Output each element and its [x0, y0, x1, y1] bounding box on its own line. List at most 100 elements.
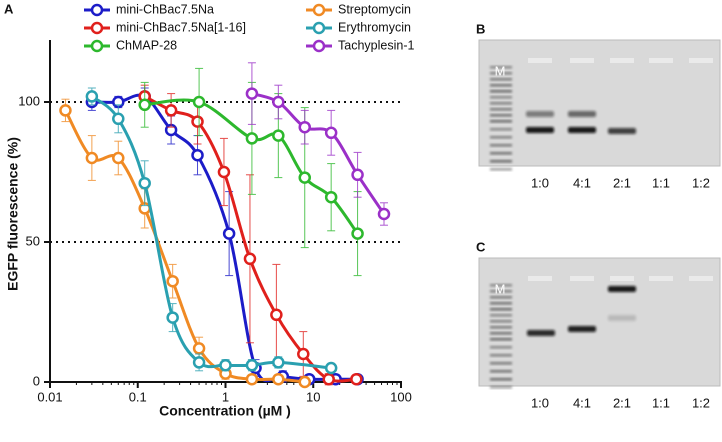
- ladder-band: [490, 370, 512, 373]
- gel-band: [568, 111, 596, 117]
- data-point: [164, 104, 178, 117]
- ladder-band: [490, 128, 512, 131]
- data-point: [112, 151, 125, 165]
- data-point: [243, 252, 257, 266]
- gel-image: [478, 257, 721, 387]
- legend-label: Streptomycin: [338, 2, 411, 16]
- gel-panels: B M 1:0 4:1 2:1 1:1 1:2 C M 1:0 4:1 2:1 1:1 1:2: [476, 21, 721, 410]
- ladder-band: [490, 332, 512, 335]
- ladder-band: [490, 362, 512, 365]
- lane-label: 1:1: [652, 395, 670, 410]
- data-point: [322, 372, 335, 386]
- lane-label: 1:2: [692, 175, 710, 190]
- gel-well: [528, 276, 552, 281]
- data-point: [166, 311, 179, 324]
- ladder-band: [490, 168, 512, 171]
- ladder-band: [490, 84, 512, 87]
- plot-area: 0 50 100 0.01 0.1 1 10 100 mini-ChBac7.5Na mini-C…: [18, 2, 414, 404]
- data-point: [192, 356, 206, 369]
- data-point: [351, 168, 364, 182]
- y-tick-label: 100: [18, 93, 40, 108]
- fit-curve: [64, 109, 305, 384]
- data-point: [85, 90, 99, 103]
- data-point: [112, 112, 125, 126]
- data-point: [245, 132, 259, 145]
- legend-marker: [90, 3, 104, 17]
- gel-well: [570, 58, 594, 63]
- panel-label: B: [476, 21, 485, 36]
- data-point: [191, 115, 204, 128]
- panel-label: C: [476, 239, 486, 254]
- data-point: [324, 126, 338, 140]
- data-point: [298, 375, 311, 389]
- data-point: [219, 358, 232, 372]
- data-point: [222, 227, 236, 240]
- ladder-band: [490, 290, 512, 293]
- data-point: [377, 207, 391, 221]
- data-point: [245, 372, 259, 386]
- data-point: [272, 95, 285, 109]
- ladder-band: [490, 320, 512, 323]
- ladder-band: [490, 144, 512, 147]
- ladder-band: [490, 78, 512, 81]
- ladder-band: [490, 314, 512, 317]
- x-tick-label: 10: [306, 389, 320, 404]
- ladder-band: [490, 308, 512, 311]
- gel-band: [526, 111, 554, 117]
- y-tick-label: 50: [26, 233, 40, 248]
- lane-label: 1:2: [692, 395, 710, 410]
- data-point: [298, 120, 311, 134]
- data-point: [192, 95, 206, 109]
- lane-label: 4:1: [573, 175, 591, 190]
- marker-label: M: [495, 63, 506, 78]
- legend-label: ChMAP-28: [116, 38, 177, 52]
- ladder-band: [490, 90, 512, 93]
- data-point: [272, 372, 285, 386]
- gel-well: [649, 276, 673, 281]
- fit-curve: [251, 92, 386, 215]
- legend-marker: [312, 3, 326, 17]
- ladder-band: [490, 96, 512, 99]
- gel-well: [689, 276, 713, 281]
- lane-label: 2:1: [613, 175, 631, 190]
- ladder-band: [490, 120, 512, 123]
- ladder-band: [490, 72, 512, 75]
- ladder-band: [490, 296, 512, 299]
- data-point: [138, 98, 151, 112]
- gel-image: [478, 39, 721, 167]
- gel-band: [608, 128, 636, 134]
- ladder-band: [490, 284, 512, 287]
- ladder-band: [490, 386, 512, 389]
- legend-label: Erythromycin: [338, 20, 411, 34]
- data-point: [85, 151, 99, 165]
- ladder-band: [490, 354, 512, 357]
- ladder-band: [490, 102, 512, 105]
- ladder-band: [490, 346, 512, 349]
- marker-label: M: [495, 281, 506, 296]
- lane-label: 1:0: [531, 175, 549, 190]
- gel-band: [526, 127, 554, 133]
- data-point: [217, 165, 231, 179]
- data-point: [191, 148, 204, 162]
- lane-label: 2:1: [613, 395, 631, 410]
- data-point: [59, 104, 72, 117]
- gel-well: [570, 276, 594, 281]
- legend-label: mini-ChBac7.5Na[1-16]: [116, 20, 246, 34]
- data-point: [272, 356, 285, 369]
- ladder-band: [490, 108, 512, 111]
- legend-marker: [312, 39, 326, 53]
- gel-well: [610, 58, 634, 63]
- data-point: [350, 372, 363, 386]
- data-point: [298, 171, 311, 184]
- ladder-band: [490, 378, 512, 381]
- gel-band: [608, 286, 636, 292]
- gel-band: [568, 127, 596, 133]
- legend-marker: [312, 21, 326, 35]
- gel-well: [528, 58, 552, 63]
- data-point: [324, 361, 338, 375]
- data-point: [138, 176, 151, 190]
- data-point: [272, 129, 285, 142]
- fit-curve: [144, 98, 359, 235]
- y-axis-title: EGFP fluorescence (%): [5, 137, 21, 291]
- fit-curve: [90, 95, 332, 370]
